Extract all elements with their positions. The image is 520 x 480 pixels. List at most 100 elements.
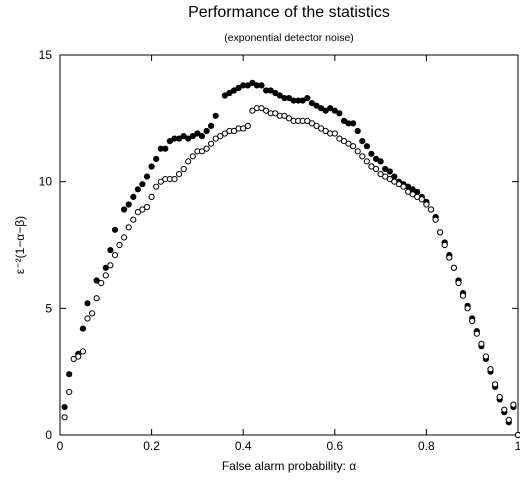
open-data-point (501, 406, 508, 413)
open-data-point (134, 209, 141, 216)
y-axis-label: ε⁻²(1−α−β) (13, 216, 27, 274)
filled-data-point (121, 206, 128, 213)
filled-data-point (148, 163, 155, 170)
open-data-point (487, 366, 494, 373)
x-axis: 0 0.2 0.4 0.6 0.8 1 (57, 55, 520, 453)
open-data-point (198, 148, 206, 155)
filled-data-point (185, 135, 192, 142)
open-data-point (258, 105, 265, 112)
open-data-point (203, 145, 210, 152)
filled-data-point (125, 201, 132, 208)
x-tick-label: 0.8 (418, 439, 435, 453)
open-data-point (285, 115, 293, 122)
open-data-point (464, 305, 471, 312)
open-data-point (427, 206, 435, 213)
open-data-point (281, 112, 288, 119)
filled-data-point (189, 133, 196, 140)
open-data-point (176, 171, 183, 178)
open-data-point (121, 234, 128, 241)
open-data-point (148, 193, 155, 200)
open-data-point (322, 127, 329, 135)
open-data-point (180, 165, 187, 173)
chart-subtitle: (exponential detector noise) (224, 32, 354, 44)
open-data-point (478, 340, 485, 347)
open-data-point (263, 107, 270, 114)
filled-data-point (258, 82, 265, 89)
filled-data-point (143, 173, 151, 180)
filled-data-point (93, 277, 100, 284)
filled-data-point (350, 120, 357, 127)
filled-data-point (244, 82, 251, 89)
open-data-point (272, 110, 279, 117)
filled-data-point (299, 97, 306, 104)
filled-data-point (340, 117, 348, 125)
open-data-point (221, 130, 228, 137)
open-data-point (66, 388, 73, 395)
filled-data-point (276, 92, 283, 99)
open-data-point (61, 414, 68, 421)
open-data-point (340, 138, 348, 145)
open-data-point (496, 393, 503, 401)
open-data-point (382, 173, 389, 180)
open-data-point (363, 158, 370, 165)
open-data-point (437, 229, 444, 236)
filled-data-point (130, 193, 137, 200)
filled-data-point (382, 165, 389, 173)
open-data-point (368, 163, 375, 170)
filled-data-point (166, 138, 173, 145)
filled-data-point (304, 95, 311, 102)
filled-data-point (354, 127, 361, 135)
open-data-point (418, 196, 425, 203)
open-data-point (93, 295, 100, 302)
x-tick-label: 0 (57, 439, 64, 453)
filled-data-point (363, 143, 370, 150)
open-data-point (446, 254, 453, 261)
filled-data-point (285, 95, 293, 102)
open-data-point (125, 224, 132, 231)
open-data-point (400, 183, 407, 190)
open-data-point (139, 206, 146, 213)
open-data-point (482, 353, 489, 360)
x-tick-label: 0.4 (235, 439, 252, 453)
filled-data-point (221, 92, 228, 99)
filled-data-point (272, 89, 279, 97)
open-data-point (189, 153, 196, 160)
y-tick-label: 5 (45, 301, 52, 315)
filled-data-point (107, 247, 114, 254)
filled-data-point (134, 186, 141, 193)
open-data-point (455, 279, 462, 287)
open-data-point (469, 317, 476, 325)
x-tick-label: 0.6 (326, 439, 343, 453)
filled-data-point (322, 107, 329, 114)
open-data-point (492, 381, 499, 388)
open-data-point (350, 143, 357, 150)
open-data-point (70, 355, 77, 363)
filled-data-point (139, 181, 146, 188)
open-data-point (423, 201, 430, 208)
open-data-point (313, 122, 320, 130)
open-data-point (208, 140, 215, 147)
filled-data-point (66, 371, 73, 378)
open-data-point (505, 416, 512, 423)
open-data-point (354, 148, 361, 155)
filled-data-point (336, 110, 343, 117)
data-points (61, 79, 520, 439)
filled-data-point (331, 107, 338, 114)
filled-data-point (230, 87, 238, 94)
open-data-point (414, 193, 421, 200)
open-data-point (514, 431, 520, 439)
filled-data-point (180, 133, 187, 140)
x-tick-label: 0.2 (143, 439, 160, 453)
open-data-point (185, 158, 192, 165)
filled-data-point (372, 155, 380, 162)
filled-data-point (79, 325, 87, 332)
open-data-point (304, 117, 311, 125)
open-data-point (79, 348, 87, 355)
filled-data-point (111, 226, 119, 233)
open-data-point (459, 292, 467, 299)
open-data-point (386, 176, 393, 183)
open-data-point (130, 216, 137, 223)
open-data-point (405, 188, 412, 195)
open-data-point (359, 153, 366, 160)
